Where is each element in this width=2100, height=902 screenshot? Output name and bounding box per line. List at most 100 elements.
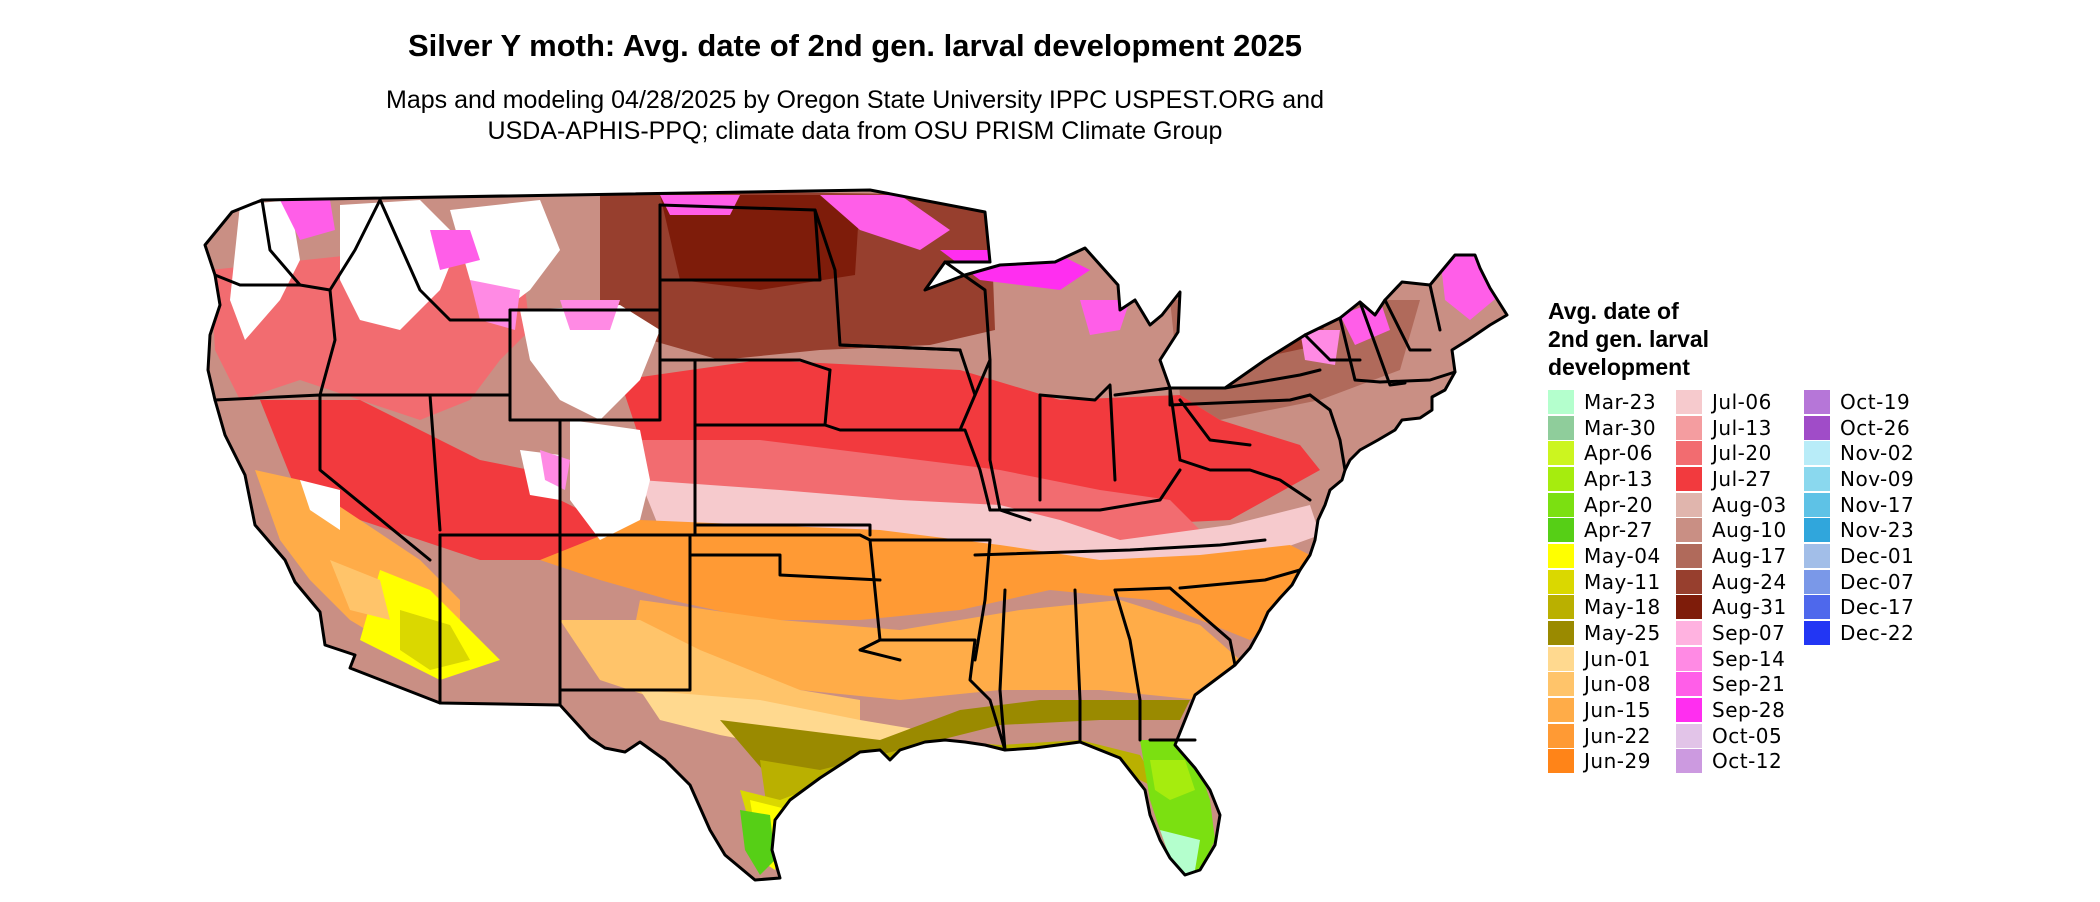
legend-swatch — [1548, 698, 1574, 723]
legend-label: Jun-01 — [1584, 646, 1651, 671]
legend-label: May-04 — [1584, 543, 1661, 568]
legend-item: Jul-20 — [1676, 440, 1787, 466]
legend-swatch — [1548, 466, 1574, 491]
legend-swatch — [1676, 621, 1702, 646]
legend-item: Dec-17 — [1804, 595, 1914, 621]
legend-swatch — [1548, 441, 1574, 466]
legend-swatch — [1804, 543, 1830, 568]
legend-label: Nov-09 — [1840, 466, 1915, 491]
legend-column-1: Mar-23 Mar-30 Apr-06 Apr-13 Apr-20 Apr-27 May-… — [1548, 389, 1661, 774]
legend-label: Apr-06 — [1584, 441, 1653, 466]
legend-label: Jul-27 — [1712, 466, 1772, 491]
legend-label: Oct-05 — [1712, 723, 1783, 748]
legend-label: Mar-23 — [1584, 389, 1657, 414]
legend-label: Sep-28 — [1712, 698, 1786, 723]
legend-item: Jul-13 — [1676, 415, 1787, 441]
legend-swatch — [1804, 595, 1830, 620]
legend-label: Apr-20 — [1584, 492, 1653, 517]
legend-swatch — [1548, 723, 1574, 748]
legend-item: Sep-07 — [1676, 620, 1787, 646]
legend-swatch — [1548, 492, 1574, 517]
legend-swatch — [1548, 646, 1574, 671]
legend-item: Nov-23 — [1804, 517, 1914, 543]
legend-label: Aug-31 — [1712, 595, 1787, 620]
legend-swatch — [1804, 389, 1830, 414]
legend-item: May-18 — [1548, 595, 1661, 621]
legend-swatch — [1548, 569, 1574, 594]
legend-swatch — [1676, 672, 1702, 697]
legend-title-line-3: development — [1548, 354, 1690, 380]
legend-swatch — [1548, 415, 1574, 440]
legend-swatch — [1804, 518, 1830, 543]
legend-swatch — [1676, 646, 1702, 671]
legend-item: Nov-02 — [1804, 440, 1914, 466]
legend-label: Jun-15 — [1584, 698, 1651, 723]
legend-label: Dec-01 — [1840, 543, 1915, 568]
legend-title-line-2: 2nd gen. larval — [1548, 326, 1710, 352]
legend-swatch — [1548, 518, 1574, 543]
legend-item: Jul-27 — [1676, 466, 1787, 492]
legend-swatch — [1548, 543, 1574, 568]
legend-swatch — [1676, 415, 1702, 440]
legend-item: Aug-24 — [1676, 569, 1787, 595]
legend-item: Jun-29 — [1548, 749, 1661, 775]
legend-swatch — [1548, 389, 1574, 414]
us-map — [203, 188, 1509, 882]
map-title: Silver Y moth: Avg. date of 2nd gen. lar… — [407, 28, 1303, 63]
legend-item: Sep-14 — [1676, 646, 1787, 672]
legend-item: Dec-22 — [1804, 620, 1914, 646]
legend-swatch — [1548, 672, 1574, 697]
legend-label: Jul-06 — [1712, 389, 1772, 414]
legend-swatch — [1676, 569, 1702, 594]
legend-swatch — [1804, 569, 1830, 594]
legend-label: Sep-14 — [1712, 646, 1786, 671]
legend-item: Dec-07 — [1804, 569, 1914, 595]
legend-label: Dec-17 — [1840, 595, 1915, 620]
legend-label: Aug-10 — [1712, 518, 1787, 543]
legend-item: Sep-28 — [1676, 697, 1787, 723]
legend-label: Nov-02 — [1840, 441, 1915, 466]
legend-swatch — [1804, 621, 1830, 646]
legend-swatch — [1676, 698, 1702, 723]
legend-item: Oct-19 — [1804, 389, 1914, 415]
legend-label: May-25 — [1584, 621, 1661, 646]
legend-swatch — [1676, 518, 1702, 543]
legend-swatch — [1676, 595, 1702, 620]
legend-swatch — [1548, 749, 1574, 774]
legend-item: May-04 — [1548, 543, 1661, 569]
legend-item: Aug-03 — [1676, 492, 1787, 518]
legend-item: Jul-06 — [1676, 389, 1787, 415]
legend-item: Oct-05 — [1676, 723, 1787, 749]
map-subtitle-line-1: Maps and modeling 04/28/2025 by Oregon S… — [386, 86, 1324, 114]
legend-label: Oct-12 — [1712, 749, 1783, 774]
legend-item: Jun-22 — [1548, 723, 1661, 749]
legend-label: Oct-19 — [1840, 389, 1911, 414]
legend-swatch — [1548, 621, 1574, 646]
legend-label: Jul-13 — [1712, 415, 1772, 440]
legend-swatch — [1676, 389, 1702, 414]
legend-item: May-25 — [1548, 620, 1661, 646]
legend-item: Jun-15 — [1548, 697, 1661, 723]
legend-swatch — [1676, 466, 1702, 491]
legend-label: Nov-17 — [1840, 492, 1915, 517]
legend-item: Jun-01 — [1548, 646, 1661, 672]
legend-item: Sep-21 — [1676, 672, 1787, 698]
legend-label: Dec-07 — [1840, 569, 1915, 594]
legend-label: Jul-20 — [1712, 441, 1772, 466]
legend-label: Oct-26 — [1840, 415, 1911, 440]
legend-item: Nov-17 — [1804, 492, 1914, 518]
legend-label: Apr-27 — [1584, 518, 1653, 543]
legend-item: Aug-17 — [1676, 543, 1787, 569]
legend-item: Dec-01 — [1804, 543, 1914, 569]
legend-swatch — [1676, 723, 1702, 748]
legend-label: Jun-22 — [1584, 723, 1651, 748]
legend-column-3: Oct-19 Oct-26 Nov-02 Nov-09 Nov-17 Nov-23 Dec-… — [1804, 389, 1914, 646]
legend-label: Sep-21 — [1712, 672, 1786, 697]
legend-label: Jun-29 — [1584, 749, 1651, 774]
legend-item: Apr-13 — [1548, 466, 1661, 492]
legend-item: Apr-06 — [1548, 440, 1661, 466]
legend-item: Mar-30 — [1548, 415, 1661, 441]
legend-swatch — [1676, 543, 1702, 568]
legend-swatch — [1676, 441, 1702, 466]
legend-swatch — [1804, 415, 1830, 440]
